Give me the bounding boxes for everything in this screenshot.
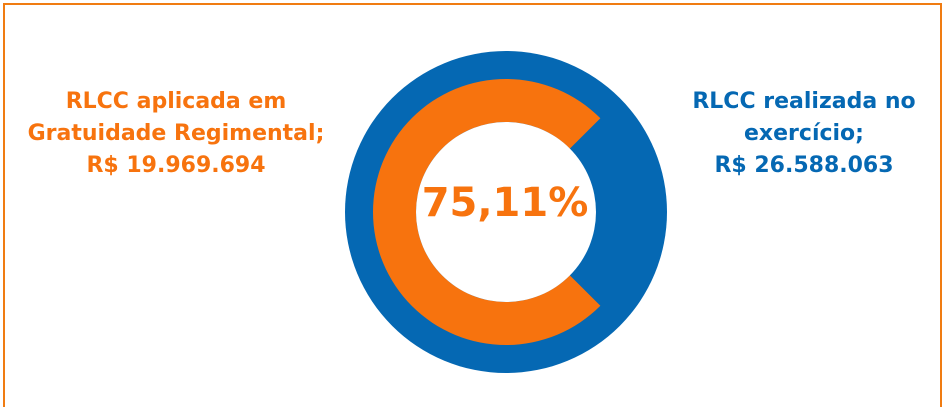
label-aplicada: RLCC aplicada em Gratuidade Regimental; … — [6, 86, 346, 182]
donut-hole — [416, 122, 596, 302]
label-realizada-line-2: exercício; — [744, 121, 864, 146]
label-aplicada-line-3: R$ 19.969.694 — [86, 153, 266, 178]
chart-frame — [3, 3, 942, 407]
center-percentage: 75,11% — [421, 180, 589, 226]
label-realizada: RLCC realizada no exercício; R$ 26.588.0… — [660, 86, 948, 182]
label-aplicada-line-1: RLCC aplicada em — [65, 89, 287, 114]
label-realizada-line-1: RLCC realizada no — [692, 89, 916, 114]
label-aplicada-line-2: Gratuidade Regimental; — [27, 121, 325, 146]
label-realizada-line-3: R$ 26.588.063 — [714, 153, 894, 178]
inner-arc-aplicada — [373, 79, 601, 346]
